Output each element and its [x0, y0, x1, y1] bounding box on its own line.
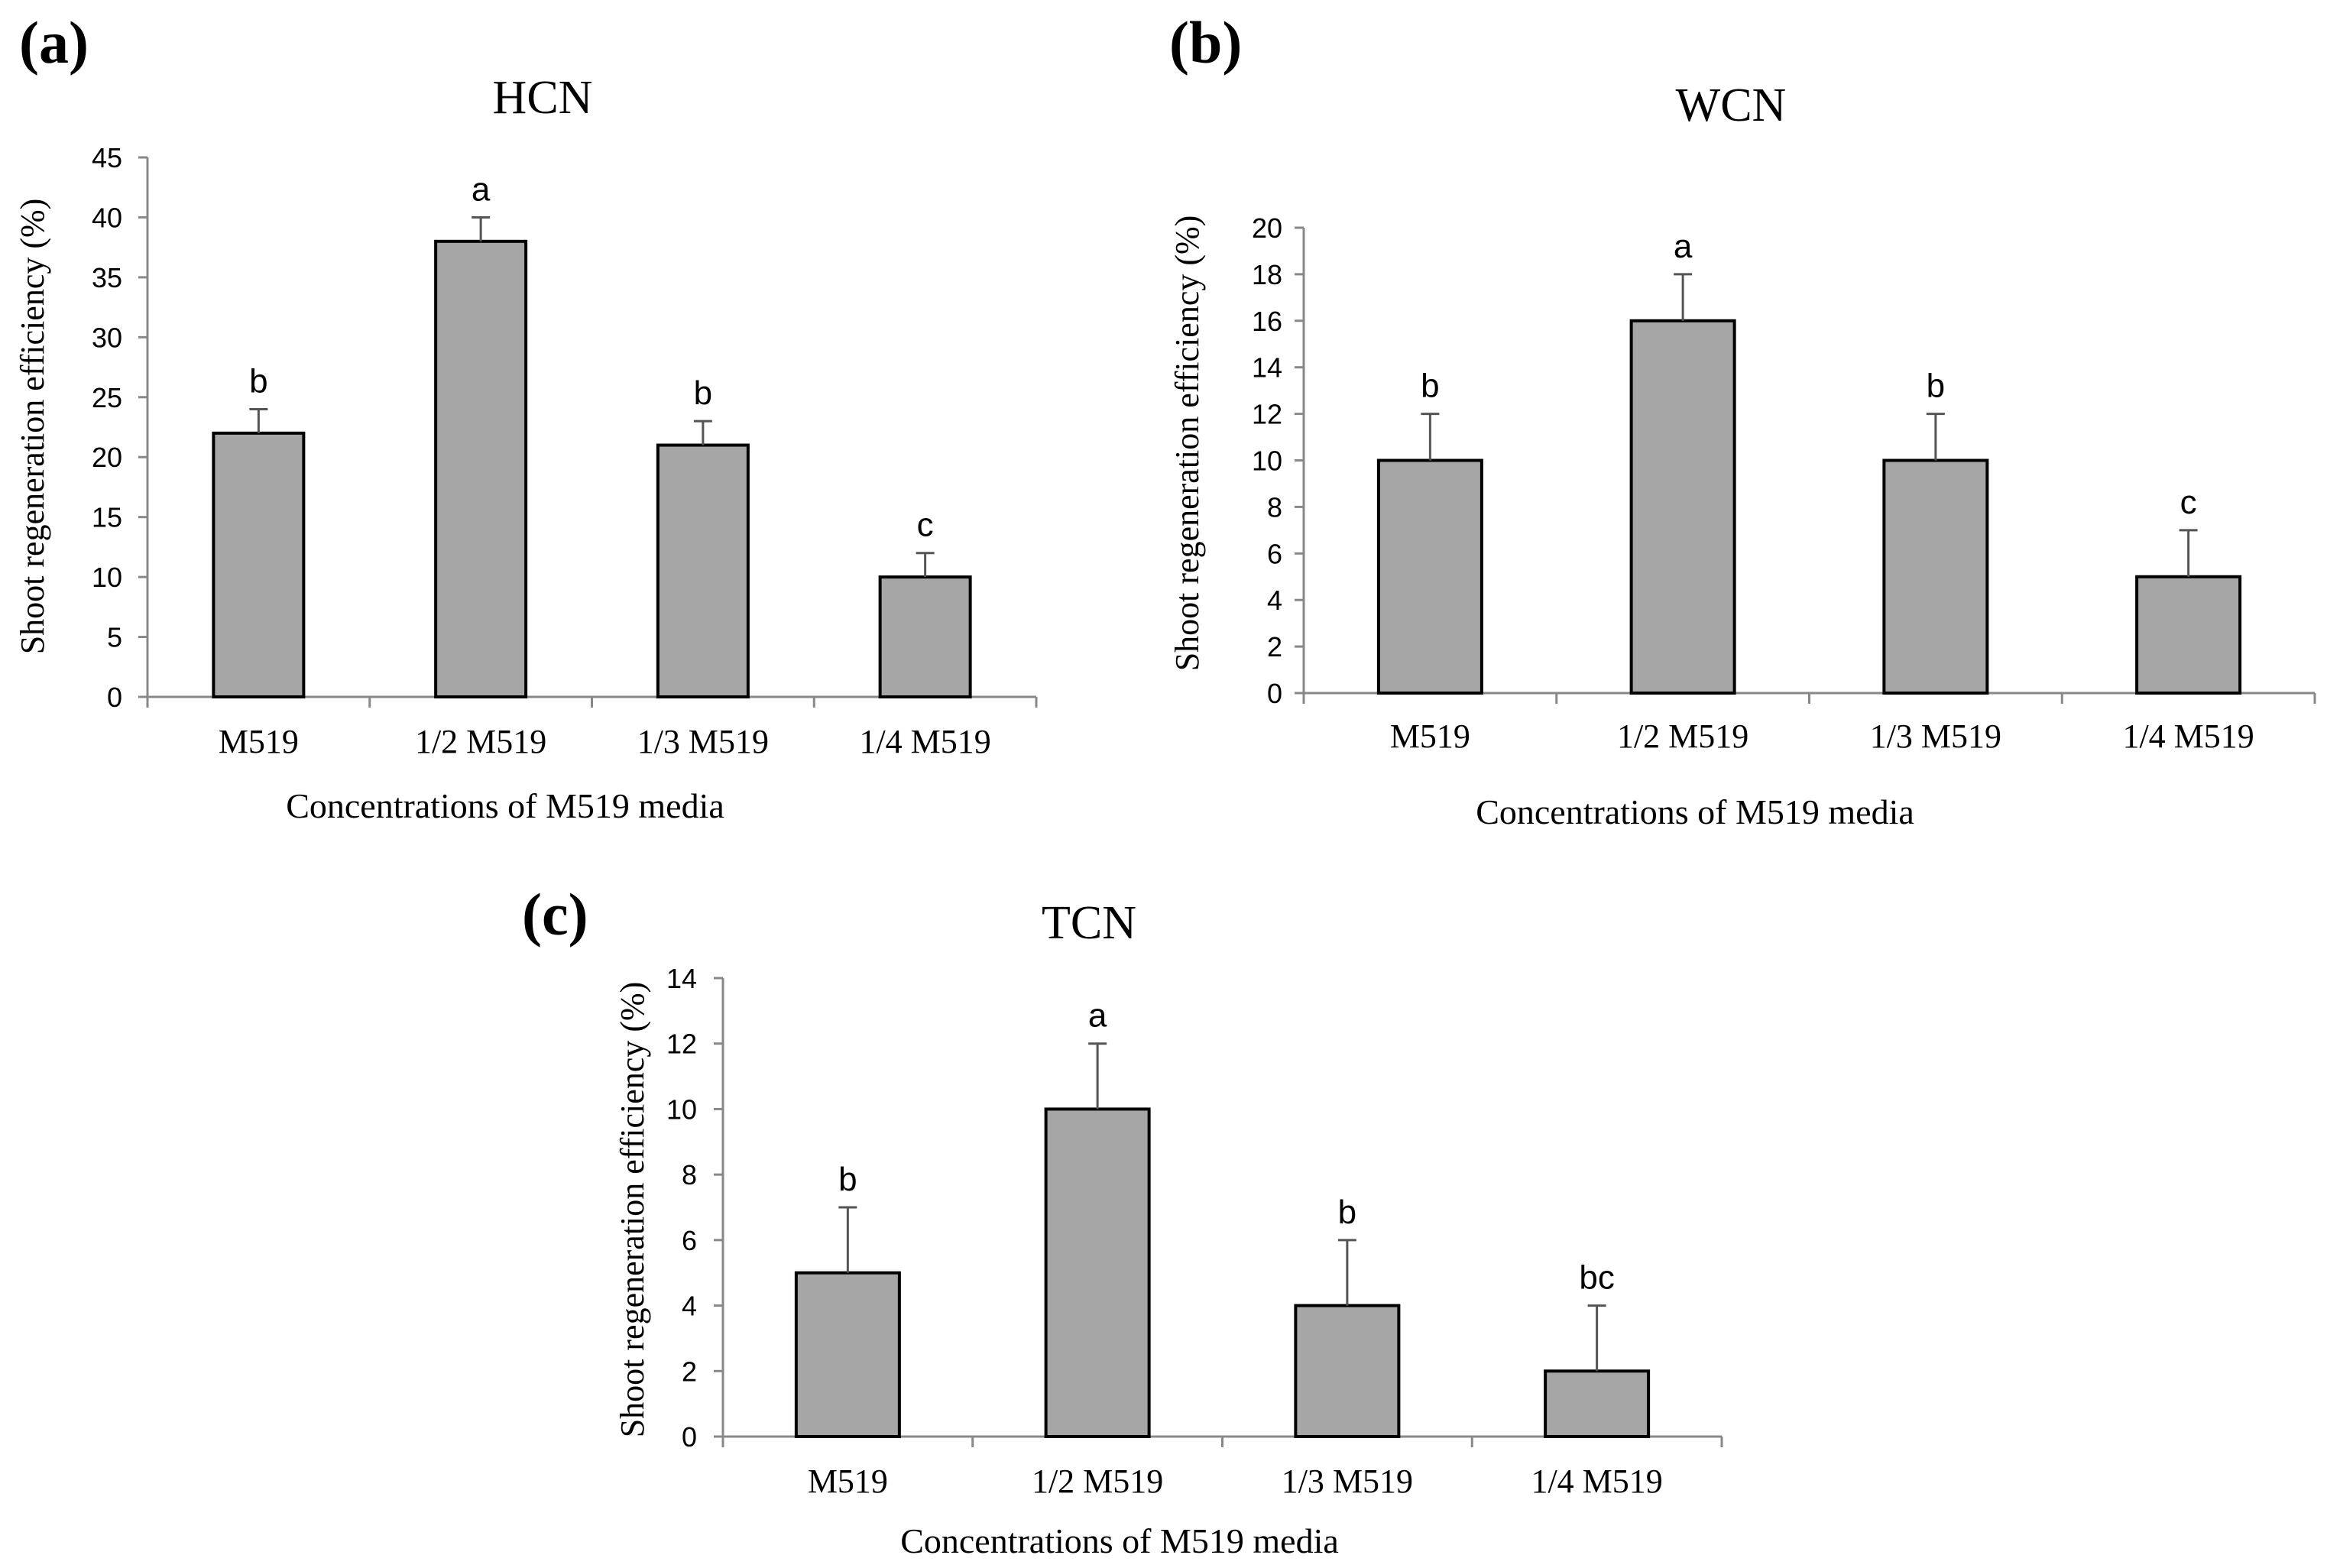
- bar-c-4: [1544, 1369, 1651, 1439]
- plot-area-c: 0 2 4 6 8 10 12 14 b M519 a 1/2 M519 b 1/3 M519 bc 1/4 …: [666, 963, 1723, 1500]
- significance-letter: bc: [1579, 1259, 1614, 1297]
- y-tick-label: 20: [92, 442, 122, 473]
- y-tick-label: 12: [666, 1029, 697, 1060]
- y-tick-label: 6: [682, 1225, 697, 1256]
- x-tick-label: M519: [219, 723, 299, 760]
- y-tick-label: 0: [682, 1421, 697, 1453]
- significance-letter: a: [1674, 228, 1693, 265]
- chart-panel-b: (b) WCN Shoot regeneration efficiency (%…: [1168, 9, 2316, 831]
- significance-letter: b: [249, 362, 267, 400]
- significance-letter: a: [472, 170, 491, 208]
- x-axis-label-a: Concentrations of M519 media: [286, 786, 724, 825]
- x-tick-label: M519: [1390, 718, 1470, 755]
- bar-b-2: [1629, 319, 1736, 695]
- significance-letter: c: [917, 507, 934, 544]
- bar-c-2: [1044, 1107, 1151, 1439]
- y-tick-label: 10: [1252, 445, 1282, 477]
- bar-b-4: [2135, 575, 2242, 695]
- bar-c-1: [794, 1271, 901, 1438]
- chart-title-c: TCN: [1042, 897, 1136, 949]
- y-tick-label: 5: [107, 622, 122, 653]
- y-tick-label: 0: [1267, 678, 1282, 709]
- y-tick-label: 10: [92, 562, 122, 593]
- panel-label-c: (c): [522, 881, 588, 948]
- significance-letter: b: [838, 1161, 857, 1198]
- chart-title-b: WCN: [1676, 79, 1787, 131]
- y-tick-label: 15: [92, 502, 122, 533]
- bar-b-3: [1882, 458, 1989, 695]
- y-tick-label: 8: [1267, 491, 1282, 523]
- significance-letter: c: [2180, 484, 2197, 521]
- x-tick-label: 1/3 M519: [1870, 718, 2001, 755]
- y-axis-label-a: Shoot regeneration efficiency (%): [14, 199, 51, 655]
- x-tick-label: 1/3 M519: [1282, 1463, 1413, 1500]
- y-tick-label: 8: [682, 1159, 697, 1191]
- y-tick-label: 4: [1267, 585, 1282, 616]
- y-tick-label: 4: [682, 1291, 697, 1322]
- y-tick-label: 45: [92, 142, 122, 173]
- x-tick-label: M519: [808, 1463, 888, 1500]
- panel-label-b: (b): [1169, 9, 1242, 76]
- y-tick-label: 35: [92, 262, 122, 293]
- plot-area-b: 0 2 4 6 8 10 12 14 16 18 20 b M519 a 1/2 M519 b 1/3 M519…: [1252, 212, 2316, 755]
- x-tick-label: 1/4 M519: [859, 723, 990, 760]
- bar-a-4: [878, 575, 972, 698]
- x-tick-label: 1/2 M519: [1617, 718, 1748, 755]
- x-tick-label: 1/4 M519: [2122, 718, 2254, 755]
- plot-area-a: 0 5 10 15 20 25 30 35 40 45 b M519 a 1/2 M519 b 1/3 M51…: [92, 142, 1038, 760]
- y-tick-label: 10: [666, 1093, 697, 1125]
- panel-label-a: (a): [19, 9, 89, 76]
- significance-letter: b: [1338, 1194, 1356, 1231]
- bar-a-3: [656, 443, 750, 698]
- y-tick-label: 40: [92, 202, 122, 233]
- y-tick-label: 0: [107, 682, 122, 713]
- x-tick-label: 1/2 M519: [1032, 1463, 1163, 1500]
- y-tick-label: 12: [1252, 399, 1282, 430]
- bar-a-1: [212, 431, 306, 698]
- bar-b-1: [1376, 458, 1483, 695]
- x-tick-label: 1/3 M519: [637, 723, 769, 760]
- x-axis-label-b: Concentrations of M519 media: [1476, 792, 1914, 831]
- y-tick-label: 30: [92, 322, 122, 353]
- y-tick-label: 16: [1252, 306, 1282, 337]
- y-axis-label-b: Shoot regeneration efficiency (%): [1168, 215, 1206, 672]
- y-tick-label: 25: [92, 382, 122, 413]
- y-tick-label: 14: [1252, 352, 1282, 384]
- bar-c-3: [1294, 1304, 1401, 1438]
- x-tick-label: 1/2 M519: [415, 723, 546, 760]
- significance-letter: b: [1927, 368, 1945, 405]
- x-axis-label-c: Concentrations of M519 media: [900, 1521, 1339, 1560]
- y-tick-label: 2: [682, 1356, 697, 1387]
- significance-letter: a: [1088, 997, 1107, 1035]
- bar-a-2: [434, 239, 528, 699]
- y-tick-label: 14: [666, 963, 697, 994]
- y-tick-label: 18: [1252, 259, 1282, 290]
- chart-panel-c: (c) TCN Shoot regeneration efficiency (%…: [522, 881, 1723, 1560]
- y-axis-label-c: Shoot regeneration efficiency (%): [614, 982, 651, 1438]
- x-tick-label: 1/4 M519: [1531, 1463, 1662, 1500]
- y-tick-label: 20: [1252, 212, 1282, 244]
- significance-letter: b: [1421, 368, 1439, 405]
- y-tick-label: 6: [1267, 538, 1282, 569]
- chart-title-a: HCN: [493, 72, 593, 124]
- significance-letter: b: [694, 374, 712, 412]
- y-tick-label: 2: [1267, 631, 1282, 663]
- chart-panel-a: (a) HCN Shoot regeneration efficiency (%…: [14, 9, 1038, 825]
